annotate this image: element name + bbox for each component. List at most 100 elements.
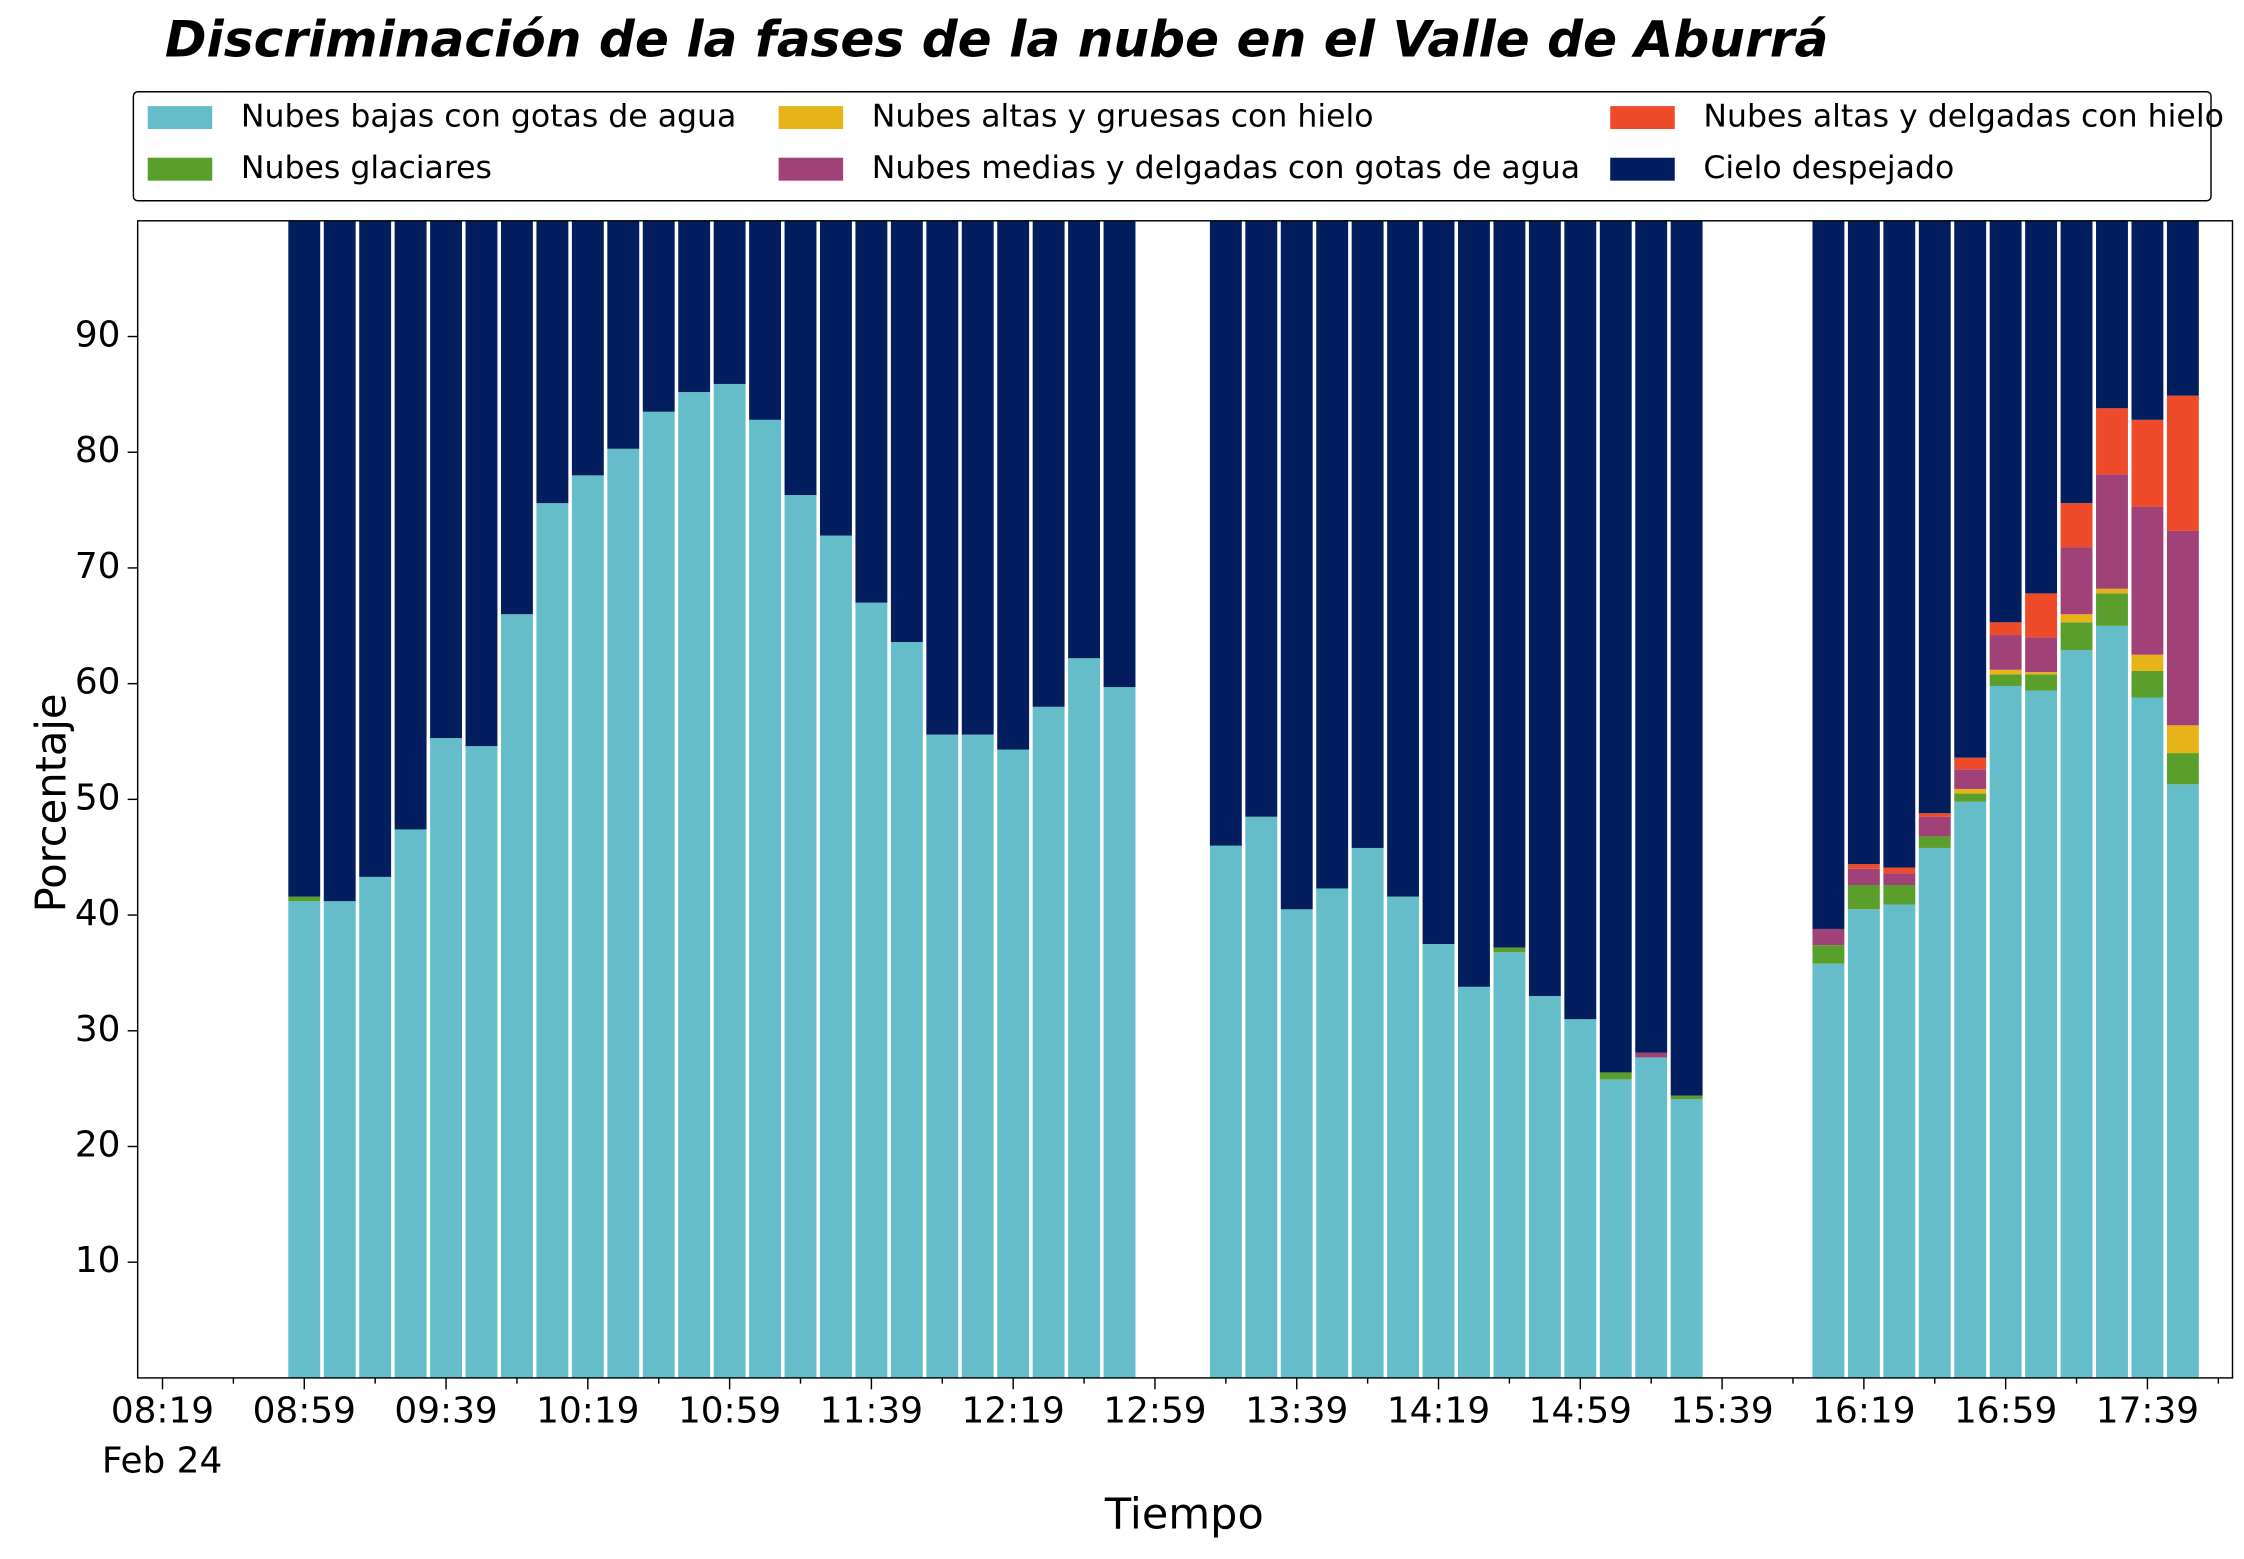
x-tick-label: 10:59	[678, 1390, 781, 1431]
bar-segment	[1954, 757, 1987, 770]
bar-segment	[784, 495, 817, 1378]
bar-segment	[1280, 220, 1313, 910]
bar-segment	[997, 220, 1030, 750]
bar-segment	[1812, 963, 1845, 1378]
bar-segment	[2131, 220, 2164, 420]
bar-segment	[749, 419, 782, 1378]
bar-segment	[394, 829, 427, 1378]
x-tick-label: 17:39	[2096, 1390, 2199, 1431]
bar-segment	[607, 220, 640, 449]
x-tick-label: 12:19	[962, 1390, 1065, 1431]
bar-segment	[890, 641, 923, 1378]
bar-segment	[1635, 220, 1668, 1053]
bar-segment	[642, 220, 675, 412]
bar-segment	[1422, 220, 1455, 944]
bar-segment	[2131, 654, 2164, 671]
bar-segment	[1918, 816, 1951, 837]
bar-segment	[1918, 836, 1951, 848]
bar-segment	[2096, 588, 2128, 594]
bar-segment	[1812, 220, 1845, 929]
bar-segment	[2060, 547, 2093, 615]
bar-segment	[323, 220, 356, 902]
legend-label: Nubes medias y delgadas con gotas de agu…	[872, 150, 1580, 186]
bar-segment	[607, 448, 640, 1378]
bar-segment	[536, 220, 569, 504]
bar-segment	[1918, 813, 1951, 817]
bar-segment	[1032, 706, 1065, 1378]
x-tick-label: 15:39	[1670, 1390, 1773, 1431]
y-axis-label: Porcentaje	[27, 693, 76, 912]
bar-segment	[820, 535, 852, 1378]
bar-segment	[1493, 947, 1526, 953]
bar-segment	[323, 901, 356, 1378]
bar-segment	[713, 383, 746, 1378]
bar-segment	[1316, 220, 1349, 889]
bar-segment	[1883, 873, 1916, 885]
y-tick-label: 70	[75, 546, 121, 587]
bar-segment	[1883, 867, 1916, 874]
x-tick-label: 12:59	[1103, 1390, 1206, 1431]
bar-segment	[1209, 220, 1242, 846]
bar-segment	[997, 749, 1030, 1378]
bar-segment	[2025, 593, 2058, 638]
bar-segment	[288, 220, 321, 897]
bar-segment	[2025, 674, 2058, 691]
bar-segment	[1316, 888, 1349, 1378]
bar-segment	[288, 901, 321, 1378]
bar-segment	[500, 220, 533, 615]
bar-segment	[2025, 672, 2058, 675]
bar-segment	[1351, 220, 1384, 848]
x-tick-label: 08:59	[253, 1390, 356, 1431]
bar-segment	[1670, 220, 1703, 1096]
bar-segment	[1458, 986, 1490, 1378]
bar-segment	[359, 876, 392, 1378]
bar-segment	[1599, 1079, 1632, 1378]
bar-segment	[2131, 506, 2164, 655]
bar-segment	[2025, 690, 2058, 1378]
bar-segment	[2096, 593, 2128, 626]
legend-label: Nubes bajas con gotas de agua	[241, 99, 736, 135]
bar-segment	[571, 475, 604, 1378]
bar-segment	[2096, 474, 2128, 589]
x-tick-label: 14:19	[1387, 1390, 1490, 1431]
bar-segment	[926, 734, 959, 1378]
bar-segment	[749, 220, 782, 420]
bar-segment	[1599, 220, 1632, 1073]
bar-segment	[1883, 904, 1916, 1378]
bar-segment	[1989, 622, 2022, 636]
x-tick-label: 10:19	[536, 1390, 639, 1431]
legend-label: Nubes altas y gruesas con hielo	[872, 99, 1374, 135]
bar-segment	[1847, 220, 1880, 865]
legend-swatch	[1610, 157, 1675, 181]
bar-segment	[1883, 884, 1916, 905]
bar-segment	[1493, 220, 1526, 948]
bar-segment	[2096, 408, 2128, 475]
bar-segment	[1847, 868, 1880, 885]
bar-segment	[678, 392, 711, 1378]
bar-segment	[784, 220, 817, 496]
bar-segment	[1918, 847, 1951, 1378]
x-date-label: Feb 24	[102, 1441, 222, 1482]
bar-segment	[1564, 1019, 1597, 1378]
bar-segment	[1847, 909, 1880, 1378]
bar-segment	[571, 220, 604, 476]
legend-swatch	[778, 157, 844, 181]
bar-segment	[1635, 1057, 1668, 1378]
bar-segment	[1068, 658, 1101, 1378]
bar-segment	[2131, 697, 2164, 1378]
bar-segment	[1103, 687, 1136, 1378]
x-tick-label: 13:39	[1245, 1390, 1348, 1431]
bar-segment	[1528, 996, 1561, 1378]
bar-segment	[430, 738, 463, 1378]
legend-label: Cielo despejado	[1703, 150, 1954, 186]
bar-segment	[465, 220, 498, 747]
bar-segment	[2096, 220, 2128, 409]
bar-segment	[536, 503, 569, 1378]
bar-segment	[1670, 1099, 1703, 1378]
bar-segment	[2166, 220, 2199, 396]
x-tick-label: 08:19	[111, 1390, 214, 1431]
x-axis-label: Tiempo	[1104, 1489, 1264, 1539]
bar-segment	[394, 220, 427, 830]
bar-segment	[1635, 1052, 1668, 1058]
